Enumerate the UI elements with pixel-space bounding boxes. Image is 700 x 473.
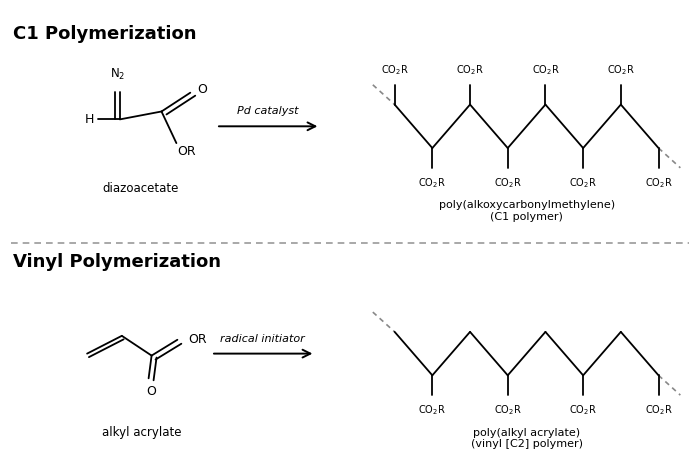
Text: CO$_2$R: CO$_2$R bbox=[645, 403, 673, 417]
Text: CO$_2$R: CO$_2$R bbox=[607, 63, 635, 77]
Text: CO$_2$R: CO$_2$R bbox=[419, 403, 446, 417]
Text: CO$_2$R: CO$_2$R bbox=[419, 176, 446, 190]
Text: Pd catalyst: Pd catalyst bbox=[237, 106, 298, 116]
Text: CO$_2$R: CO$_2$R bbox=[494, 403, 522, 417]
Text: Vinyl Polymerization: Vinyl Polymerization bbox=[13, 253, 220, 271]
Text: CO$_2$R: CO$_2$R bbox=[494, 176, 522, 190]
Text: CO$_2$R: CO$_2$R bbox=[569, 403, 597, 417]
Text: H: H bbox=[85, 113, 94, 126]
Text: OR: OR bbox=[177, 145, 195, 158]
Text: OR: OR bbox=[188, 333, 207, 346]
Text: CO$_2$R: CO$_2$R bbox=[456, 63, 484, 77]
Text: O: O bbox=[146, 385, 157, 398]
Text: CO$_2$R: CO$_2$R bbox=[531, 63, 559, 77]
Text: C1 Polymerization: C1 Polymerization bbox=[13, 25, 196, 43]
Text: CO$_2$R: CO$_2$R bbox=[381, 63, 409, 77]
Text: alkyl acrylate: alkyl acrylate bbox=[102, 426, 181, 439]
Text: poly(alkoxycarbonylmethylene)
(C1 polymer): poly(alkoxycarbonylmethylene) (C1 polyme… bbox=[438, 201, 615, 222]
Text: poly(alkyl acrylate)
(vinyl [C2] polymer): poly(alkyl acrylate) (vinyl [C2] polymer… bbox=[470, 428, 582, 449]
Text: N$_2$: N$_2$ bbox=[110, 67, 125, 82]
Text: CO$_2$R: CO$_2$R bbox=[645, 176, 673, 190]
Text: diazoacetate: diazoacetate bbox=[102, 182, 179, 195]
Text: radical initiator: radical initiator bbox=[220, 334, 305, 344]
Text: CO$_2$R: CO$_2$R bbox=[569, 176, 597, 190]
Text: O: O bbox=[197, 83, 207, 96]
